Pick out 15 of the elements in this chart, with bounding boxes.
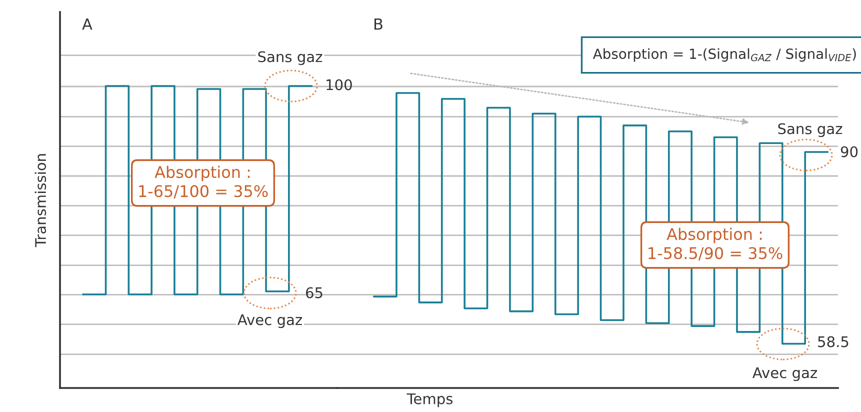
text: Absorption = 1-(Signal$_{GAZ}$ / Signal$_{VIDE}$)	[592, 48, 856, 62]
annotation: Avec gaz	[238, 314, 302, 328]
y-axis-title: Transmission	[34, 154, 46, 248]
annotation: Sans gaz	[778, 123, 842, 138]
x-axis-title: Temps	[406, 393, 453, 408]
text: 90	[840, 146, 858, 158]
annotation: Absorption : 1-65/100 = 35%	[139, 166, 268, 198]
annotation: Avec gaz	[752, 367, 817, 382]
annotation: Absorption : 1-58.5/90 = 35%	[648, 228, 782, 260]
annotation: 58.5	[818, 336, 848, 348]
chart-title: B	[374, 18, 382, 30]
annotation: 100	[326, 79, 352, 90]
annotation: 65	[306, 287, 322, 298]
text: Sans gaz	[258, 51, 322, 66]
chart-title: A	[82, 18, 92, 30]
